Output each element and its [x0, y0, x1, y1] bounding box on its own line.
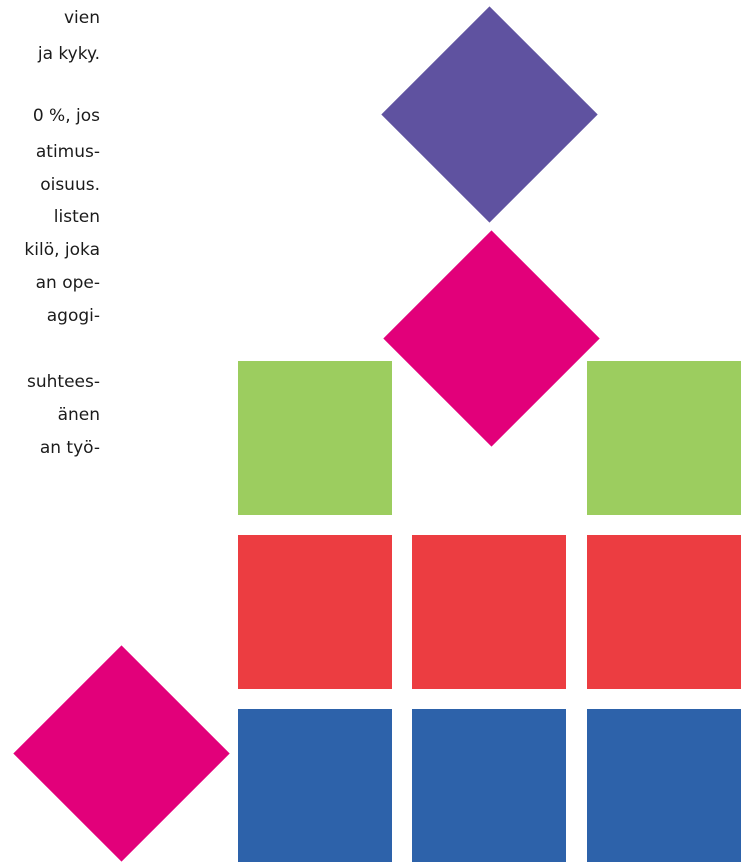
text-fragment-10: suhtees- [27, 372, 100, 392]
text-fragment-2: ja kyky. [37, 44, 100, 64]
text-fragment-3: 0 %, jos [32, 106, 100, 126]
green-square-right [587, 361, 741, 515]
red-square-right [587, 535, 741, 689]
text-fragment-8: an ope- [35, 273, 100, 293]
text-fragment-5: oisuus. [40, 175, 100, 195]
text-fragment-4: atimus- [35, 142, 100, 162]
text-fragment-12: an työ- [39, 438, 100, 458]
blue-square-left [238, 709, 392, 862]
text-fragment-1: vien [63, 8, 100, 28]
text-fragment-7: kilö, joka [24, 240, 100, 260]
text-fragment-9: agogi- [46, 306, 100, 326]
blue-square-middle [412, 709, 566, 862]
magenta-diamond-shape [383, 230, 600, 447]
purple-diamond-shape [381, 6, 598, 223]
blue-square-right [587, 709, 741, 862]
red-square-left [238, 535, 392, 689]
text-fragment-11: änen [57, 405, 100, 425]
green-square-left [238, 361, 392, 515]
text-fragment-6: listen [53, 207, 100, 227]
red-square-middle [412, 535, 566, 689]
magenta-diamond-shape-lower [13, 645, 230, 862]
